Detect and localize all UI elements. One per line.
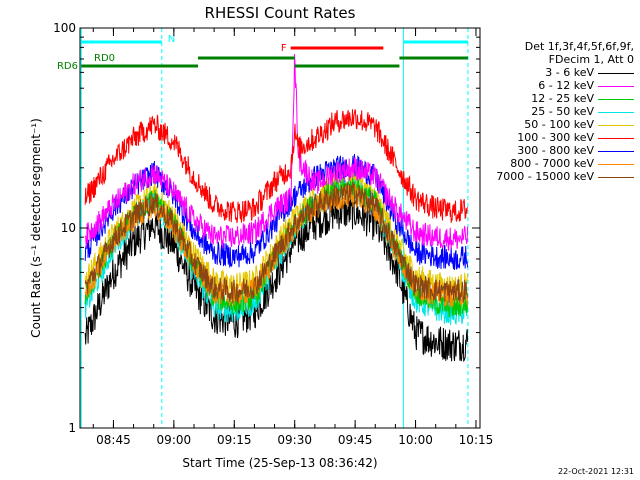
legend-entry-300-800-kev: 300 - 800 keV <box>474 144 634 157</box>
legend-label: 12 - 25 keV <box>531 92 594 105</box>
legend-swatch <box>598 124 634 126</box>
legend-swatch <box>598 137 634 139</box>
legend-header-1: Det 1f,3f,4f,5f,6f,9f, <box>524 40 634 53</box>
legend-entry-800-7000-kev: 800 - 7000 keV <box>474 157 634 170</box>
x-axis-label: Start Time (25-Sep-13 08:36:42) <box>182 456 377 470</box>
x-tick-label-09-30: 09:30 <box>277 433 312 447</box>
series-6-12-kev <box>84 54 469 251</box>
timestamp: 22-Oct-2021 12:31 <box>558 467 634 476</box>
y-tick-label-1: 1 <box>68 421 76 435</box>
legend-entry-7000-15000-kev: 7000 - 15000 keV <box>474 170 634 183</box>
x-tick-label-10-15: 10:15 <box>459 433 494 447</box>
legend-swatch <box>598 98 634 100</box>
legend-entry-12-25-kev: 12 - 25 keV <box>474 92 634 105</box>
legend-swatch <box>598 72 634 74</box>
legend: Det 1f,3f,4f,5f,6f,9f, FDecim 1, Att 0 3… <box>474 40 634 183</box>
legend-swatch <box>598 111 634 113</box>
flag-label-rd0: RD0 <box>94 53 115 64</box>
y-axis-label: Count Rate (s⁻¹ detector segment⁻¹) <box>29 118 43 338</box>
series-7000-15000-kev <box>84 181 468 304</box>
legend-label: 7000 - 15000 keV <box>496 170 594 183</box>
legend-label: 50 - 100 keV <box>524 118 594 131</box>
x-tick-label-09-00: 09:00 <box>157 433 192 447</box>
legend-label: 25 - 50 keV <box>531 105 594 118</box>
legend-entry-3-6-kev: 3 - 6 keV <box>474 66 634 79</box>
legend-label: 800 - 7000 keV <box>510 157 594 170</box>
legend-entry-25-50-kev: 25 - 50 keV <box>474 105 634 118</box>
x-tick-label-09-45: 09:45 <box>338 433 373 447</box>
legend-label: 300 - 800 keV <box>517 144 594 157</box>
legend-swatch <box>598 150 634 152</box>
series-300-800-kev <box>84 153 469 270</box>
flag-label-rd6: RD6 <box>57 61 78 72</box>
flag-label-f: F <box>281 43 287 54</box>
legend-swatch <box>598 85 634 87</box>
legend-header-2: FDecim 1, Att 0 <box>548 53 634 66</box>
legend-entry-6-12-kev: 6 - 12 keV <box>474 79 634 92</box>
x-tick-label-08-45: 08:45 <box>96 433 131 447</box>
x-tick-label-10-00: 10:00 <box>398 433 433 447</box>
series-100-300-kev <box>84 109 469 224</box>
legend-label: 6 - 12 keV <box>538 79 594 92</box>
x-tick-label-09-15: 09:15 <box>217 433 252 447</box>
y-tick-label-10: 10 <box>61 221 76 235</box>
legend-entry-50-100-kev: 50 - 100 keV <box>474 118 634 131</box>
legend-label: 100 - 300 keV <box>517 131 594 144</box>
y-tick-label-100: 100 <box>53 21 76 35</box>
legend-swatch <box>598 163 634 165</box>
chart-title: RHESSI Count Rates <box>205 4 356 22</box>
series-25-50-kev <box>84 179 469 326</box>
legend-entry-100-300-kev: 100 - 300 keV <box>474 131 634 144</box>
legend-label: 3 - 6 keV <box>545 66 594 79</box>
plot-frame <box>79 27 481 429</box>
flag-label-n: N <box>168 34 175 45</box>
legend-swatch <box>598 176 634 178</box>
